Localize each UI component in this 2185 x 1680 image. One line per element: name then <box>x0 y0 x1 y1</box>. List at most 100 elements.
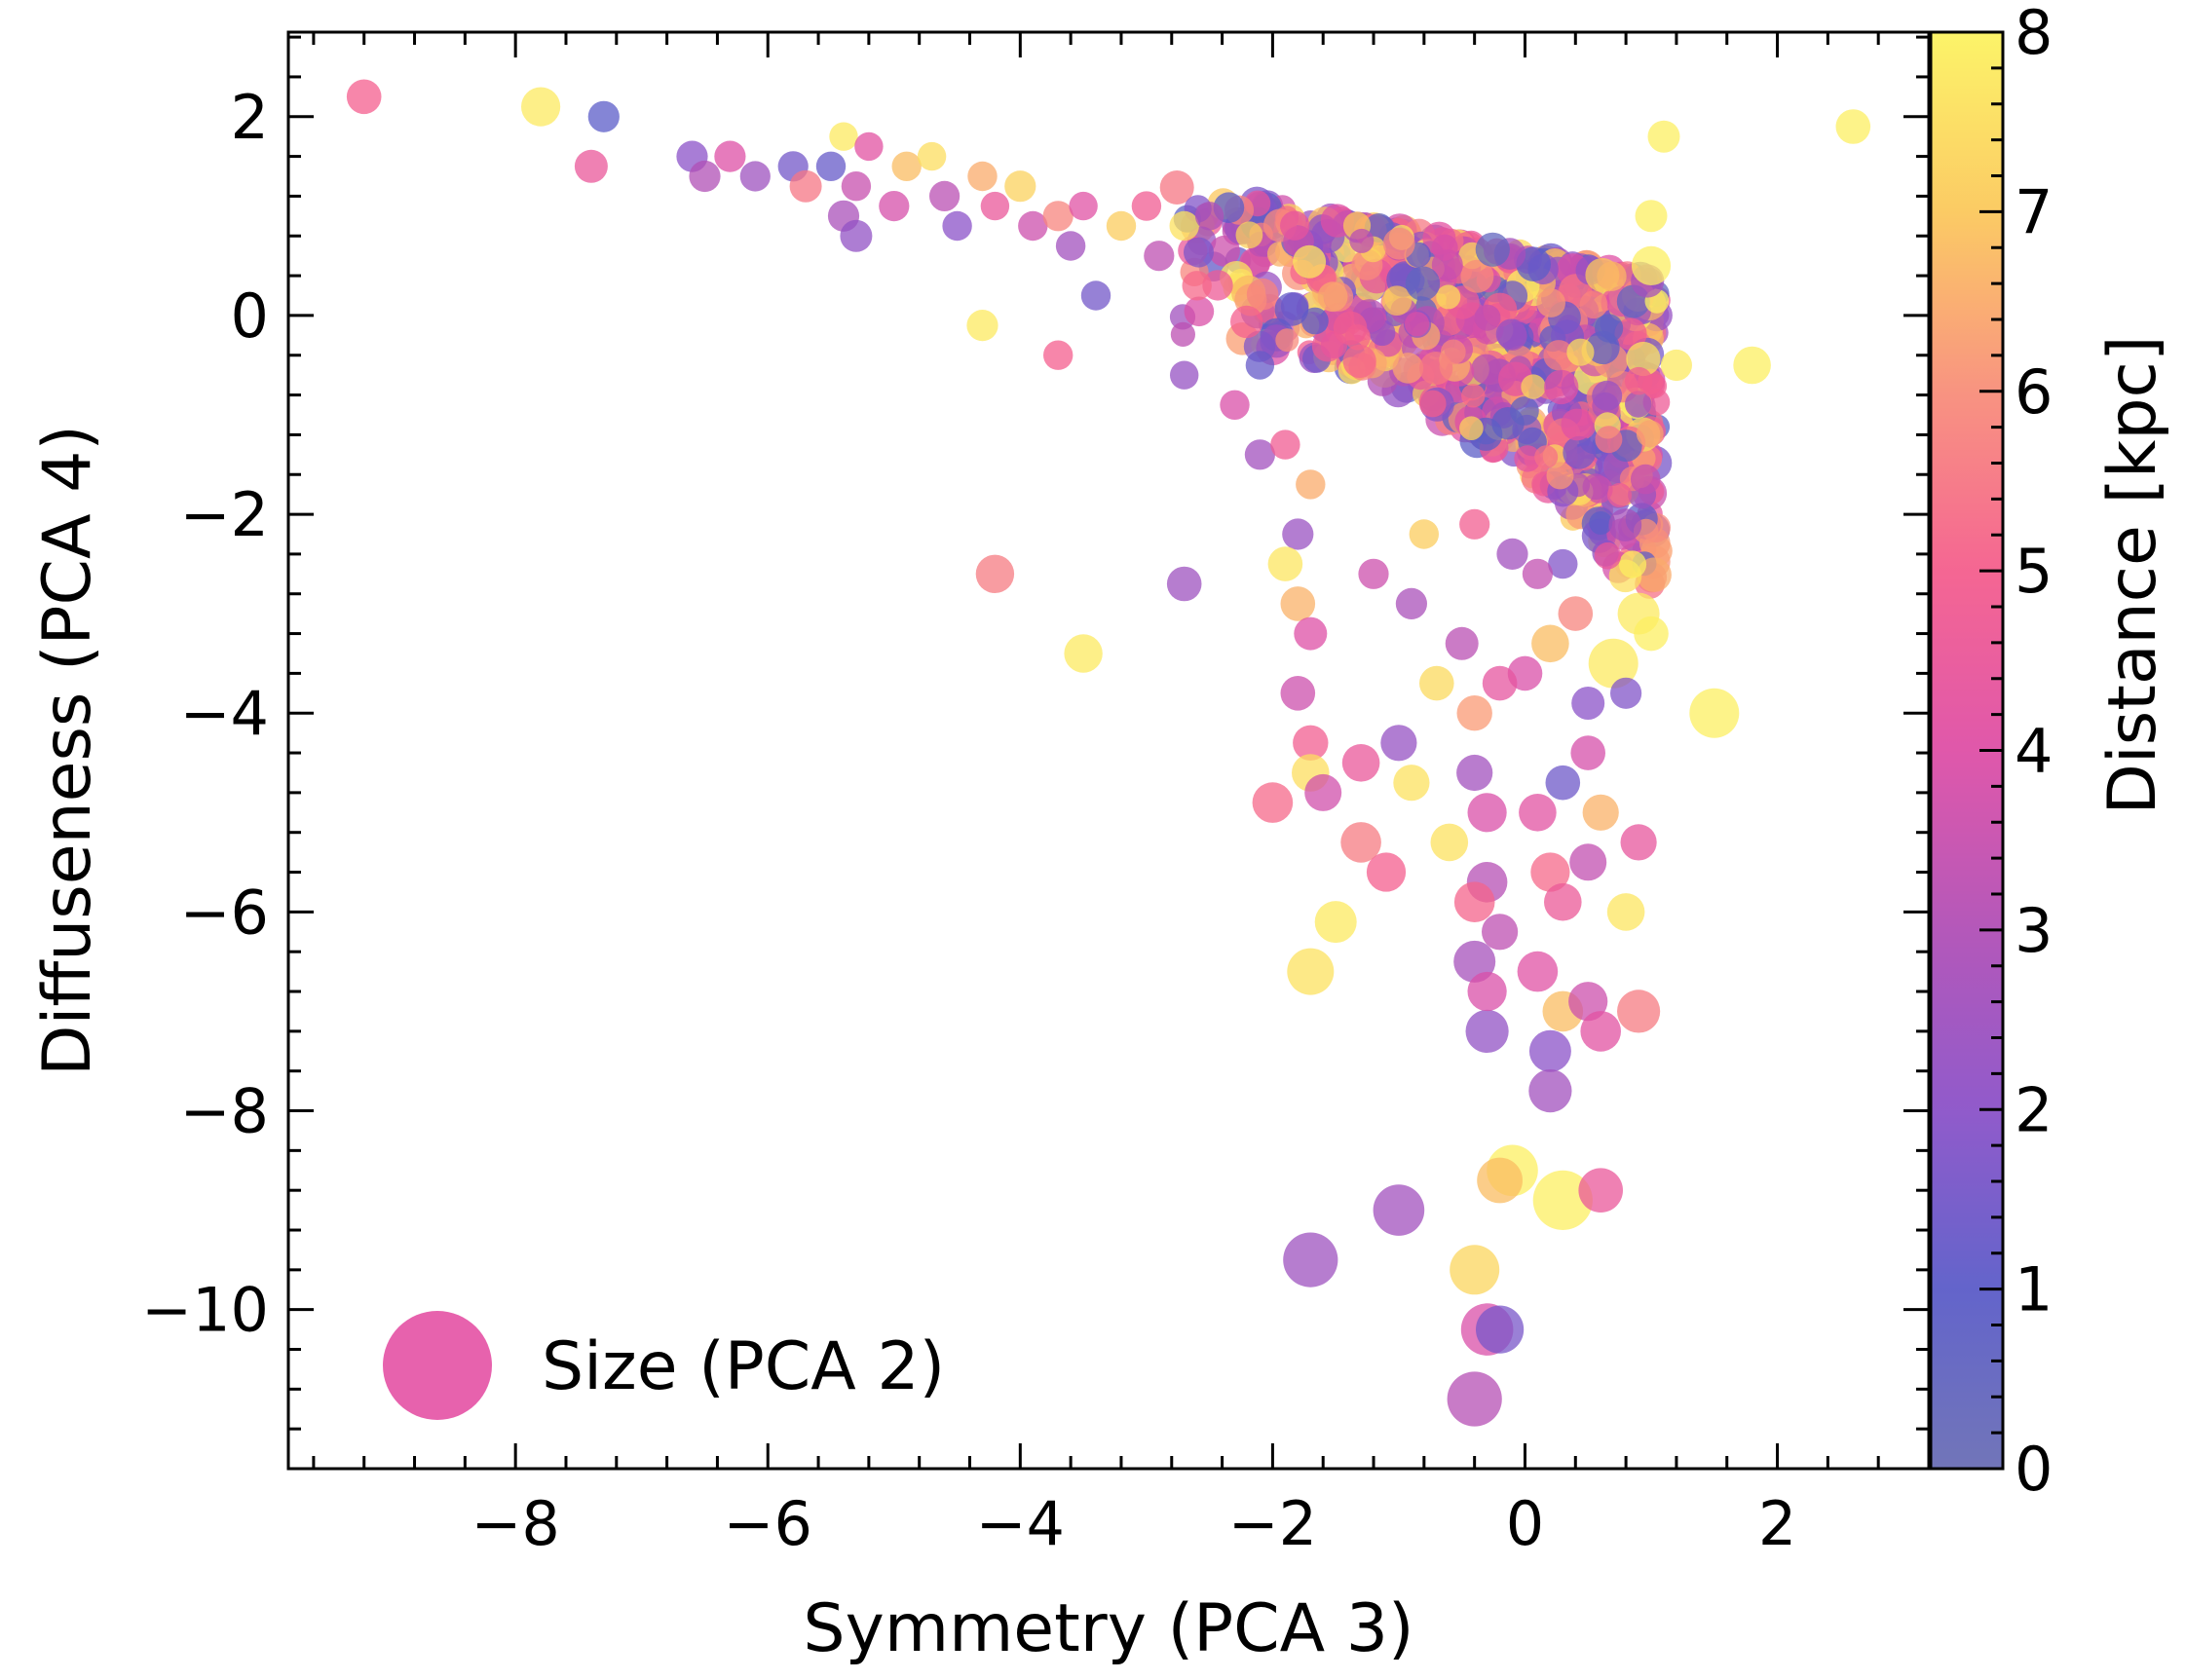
data-point <box>1647 120 1680 153</box>
data-point <box>1064 634 1103 673</box>
data-point <box>1467 793 1507 833</box>
cluster-point <box>1275 328 1300 353</box>
data-point <box>1447 1371 1502 1427</box>
y-tick-label: −8 <box>180 1076 269 1147</box>
x-axis-title: Symmetry (PCA 3) <box>803 1590 1413 1667</box>
data-point <box>879 191 910 222</box>
data-point <box>1558 596 1594 631</box>
cluster-point <box>1418 390 1447 418</box>
cluster-point <box>1521 374 1546 399</box>
data-point <box>1482 914 1519 951</box>
colorbar-tick-label: 4 <box>2015 716 2053 787</box>
cluster-point <box>1474 304 1501 331</box>
data-point <box>1588 638 1639 689</box>
data-point <box>1004 170 1036 203</box>
data-point <box>917 141 947 171</box>
cluster-point <box>1543 340 1574 371</box>
cluster-point <box>1607 482 1632 507</box>
cluster-point <box>1630 464 1661 495</box>
cluster-point <box>1471 354 1501 385</box>
cluster-point <box>1184 296 1215 327</box>
data-point <box>1476 1305 1525 1354</box>
data-point <box>1733 346 1771 385</box>
data-point <box>1522 558 1553 589</box>
y-tick-label: −4 <box>180 678 269 749</box>
x-tick-label: −8 <box>471 1488 559 1559</box>
cluster-point <box>1246 278 1279 311</box>
data-point <box>1620 824 1657 861</box>
data-point <box>1477 1157 1523 1204</box>
data-point <box>966 310 998 342</box>
data-point <box>1450 1245 1500 1295</box>
colorbar-tick-label: 1 <box>2015 1254 2053 1325</box>
y-tick-label: 2 <box>231 82 269 153</box>
cluster-point <box>1561 408 1594 441</box>
data-point <box>1528 1069 1572 1113</box>
data-point <box>967 161 998 192</box>
data-point <box>739 161 771 192</box>
cluster-point <box>1301 307 1329 335</box>
data-point <box>1570 735 1605 770</box>
data-point <box>1519 794 1557 832</box>
cluster-point <box>1563 435 1597 469</box>
data-point <box>1544 882 1582 921</box>
data-point <box>1169 210 1199 242</box>
data-point <box>346 79 382 115</box>
y-tick-label: −6 <box>180 877 269 948</box>
cluster-point <box>1636 420 1664 448</box>
cluster-point <box>1392 353 1424 384</box>
cluster-point <box>1582 473 1609 501</box>
data-point <box>1532 1170 1593 1230</box>
colorbar-tick-label: 8 <box>2015 0 2053 68</box>
cluster-point <box>1536 288 1565 317</box>
data-point <box>1578 1168 1623 1213</box>
data-point <box>1296 469 1326 500</box>
cluster-point <box>1381 285 1413 317</box>
cluster-point <box>1274 292 1309 326</box>
data-point <box>929 180 961 211</box>
data-point <box>1530 852 1570 892</box>
cluster-point <box>1333 311 1368 346</box>
data-point <box>789 169 822 203</box>
data-point <box>1018 210 1048 242</box>
cluster-point <box>1317 281 1348 313</box>
cluster-point <box>1349 228 1375 253</box>
data-point <box>1467 971 1507 1012</box>
colorbar-tick-label: 6 <box>2015 356 2053 428</box>
data-point <box>1043 340 1074 370</box>
data-point <box>1283 1232 1338 1288</box>
data-point <box>1182 271 1212 301</box>
data-point <box>1314 901 1357 944</box>
cluster-point <box>1624 366 1653 395</box>
data-point <box>587 100 620 132</box>
data-point <box>1835 109 1871 144</box>
data-point <box>1531 624 1569 663</box>
cluster-point <box>1280 210 1310 241</box>
data-point <box>1194 202 1224 231</box>
data-point <box>574 149 608 183</box>
colorbar-axis: 0 1 2 3 4 5 6 7 8 <box>1979 0 2053 1505</box>
data-point <box>1606 893 1645 931</box>
data-point <box>1080 280 1111 311</box>
x-tick-label: 2 <box>1758 1488 1796 1559</box>
cluster-point <box>1431 234 1458 261</box>
data-point <box>1166 566 1202 602</box>
data-point <box>1244 439 1275 470</box>
data-point <box>1582 794 1619 831</box>
legend-marker <box>383 1311 492 1420</box>
data-point <box>1430 823 1469 862</box>
data-point <box>1409 519 1440 549</box>
cluster-point <box>1293 244 1327 279</box>
data-point <box>829 122 858 151</box>
legend: Size (PCA 2) <box>383 1311 945 1420</box>
data-point <box>1459 508 1490 540</box>
cluster-point <box>1230 305 1263 339</box>
data-point <box>1366 852 1407 892</box>
data-point <box>1660 349 1692 382</box>
cluster-point <box>1608 508 1642 541</box>
data-point <box>1106 210 1137 242</box>
data-point <box>1131 191 1162 221</box>
cluster-point <box>1184 237 1214 268</box>
cluster-point <box>1440 339 1466 365</box>
